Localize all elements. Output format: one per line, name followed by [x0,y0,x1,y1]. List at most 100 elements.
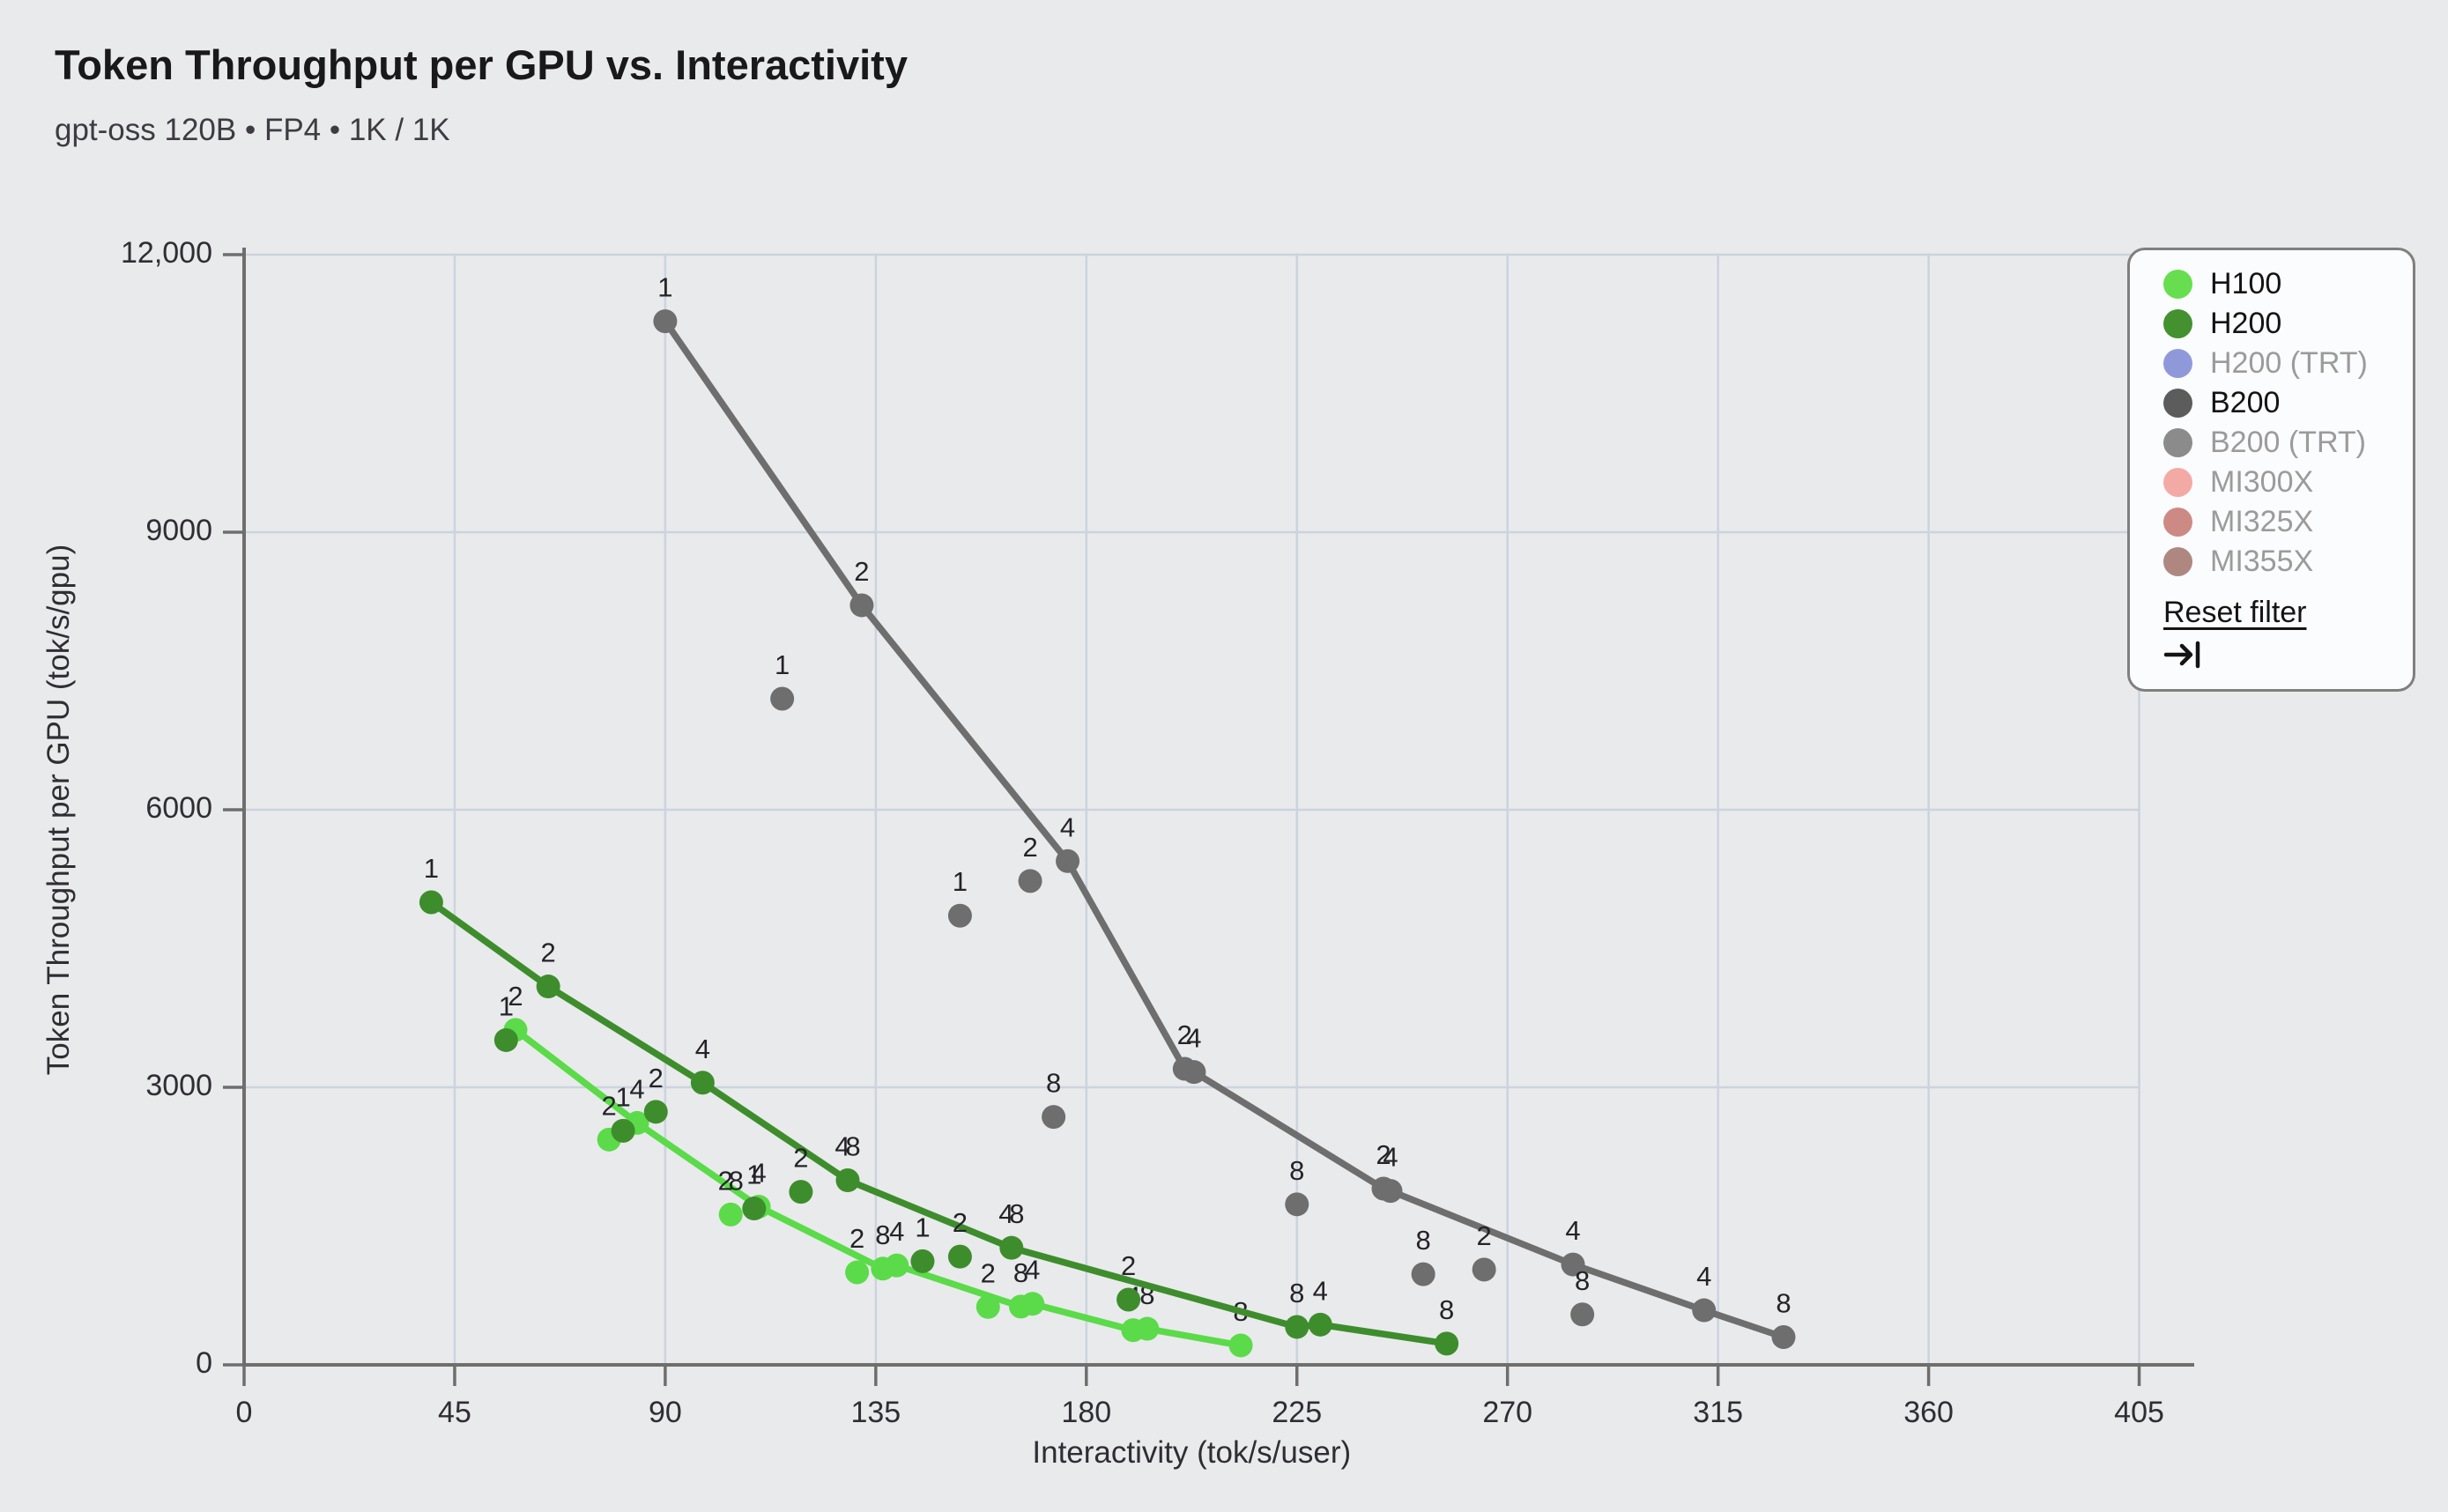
point-gpu-count-label: 2 [508,981,523,1012]
data-point [1020,1292,1045,1316]
data-point [947,1244,972,1269]
legend-item-label: MI325X [2210,505,2314,538]
legend-color-dot-icon [2163,508,2192,537]
legend-item-label: H200 (TRT) [2210,346,2368,380]
legend-item-h200-trt[interactable]: H200 (TRT) [2163,344,2413,383]
data-point [611,1118,635,1143]
point-gpu-count-label: 8 [1046,1068,1061,1099]
point-gpu-count-label: 8 [1289,1155,1304,1186]
point-gpu-count-label: 8 [1009,1198,1024,1229]
x-tick-label: 90 [649,1396,682,1429]
point-gpu-count-label: 1 [915,1212,930,1242]
point-gpu-count-label: 2 [953,1207,968,1238]
point-gpu-count-label: 4 [1565,1215,1580,1246]
point-gpu-count-label: 4 [695,1034,710,1064]
legend-color-dot-icon [2163,468,2192,497]
point-gpu-count-label: 2 [649,1063,664,1093]
point-gpu-count-label: 4 [1025,1255,1040,1286]
point-gpu-count-label: 2 [718,1165,733,1196]
y-tick-label: 12,000 [121,236,212,270]
data-point [1182,1060,1206,1085]
point-gpu-count-label: 8 [1415,1225,1430,1256]
legend-color-dot-icon [2163,270,2192,299]
legend-item-b200-trt[interactable]: B200 (TRT) [2163,423,2413,463]
data-point [1018,869,1042,893]
point-gpu-count-label: 4 [1696,1261,1711,1292]
collapse-legend-icon[interactable] [2163,639,2204,671]
data-point [1771,1325,1796,1349]
point-gpu-count-label: 2 [1477,1220,1492,1251]
point-gpu-count-label: 1 [499,990,514,1021]
point-gpu-count-label: 4 [1060,812,1075,842]
data-point [1561,1252,1585,1277]
data-point [975,1294,1000,1319]
point-gpu-count-label: 4 [889,1216,904,1247]
point-gpu-count-label: 8 [875,1219,890,1250]
y-tick-label: 3000 [145,1069,212,1102]
pareto-line [662,317,1787,1341]
data-point [1411,1262,1435,1286]
legend-item-mi300x[interactable]: MI300X [2163,463,2413,502]
data-point [493,1027,518,1052]
gridlines [244,253,2140,1365]
point-gpu-count-label: 1 [746,1160,761,1190]
point-gpu-count-label: 2 [602,1090,617,1121]
data-point [1472,1257,1496,1282]
legend-color-dot-icon [2163,389,2192,418]
y-tick-label: 9000 [145,514,212,547]
point-gpu-count-label: 2 [981,1257,996,1288]
y-axis-label: Token Throughput per GPU (tok/s/gpu) [41,545,76,1075]
legend-item-b200[interactable]: B200 [2163,383,2413,423]
reset-filter-link[interactable]: Reset filter [2163,596,2307,629]
data-point [643,1100,668,1124]
x-tick-label: 405 [2114,1396,2164,1429]
x-tick-label: 225 [1272,1396,1322,1429]
point-gpu-count-label: 1 [615,1081,630,1112]
legend-color-dot-icon [2163,349,2192,378]
axes [242,248,2194,1367]
data-point [1285,1315,1309,1339]
legend-item-h100[interactable]: H100 [2163,264,2413,304]
legend-color-dot-icon [2163,309,2192,338]
legend-panel: H100 H200 H200 (TRT) B200 B200 (TRT) MI300X MI… [2127,248,2415,692]
point-gpu-count-label: 8 [1439,1294,1454,1325]
chart-subtitle: gpt-oss 120B • FP4 • 1K / 1K [55,113,450,147]
x-tick-label: 135 [850,1396,901,1429]
x-tick-label: 45 [438,1396,471,1429]
point-gpu-count-label: 2 [849,1223,864,1254]
data-point [770,686,795,711]
data-point [742,1197,767,1221]
point-gpu-count-label: 1 [424,853,439,884]
data-point [1308,1312,1332,1337]
legend-item-h200[interactable]: H200 [2163,304,2413,344]
legend-item-label: B200 (TRT) [2210,426,2366,459]
legend-color-dot-icon [2163,547,2192,576]
data-point [789,1180,813,1204]
x-tick-label: 315 [1693,1396,1743,1429]
point-gpu-count-label: 2 [793,1143,808,1174]
tick-marks: 0 45 90 135 180 225 270 315 360 405 0 3000 6000 9000 1… [121,236,2164,1429]
legend-item-mi325x[interactable]: MI325X [2163,502,2413,542]
data-point [690,1071,715,1095]
data-point [1285,1192,1309,1217]
point-gpu-count-label: 8 [729,1165,744,1196]
legend-item-mi355x[interactable]: MI355X [2163,542,2413,582]
point-gpu-count-label: 4 [998,1198,1013,1229]
data-point [1042,1105,1066,1130]
data-point [845,1260,870,1285]
point-gpu-count-label: 2 [854,556,869,587]
data-point [1135,1316,1160,1341]
point-gpu-count-label: 4 [1313,1275,1328,1306]
y-tick-label: 6000 [145,791,212,825]
legend-items: H100 H200 H200 (TRT) B200 B200 (TRT) MI300X MI… [2163,264,2413,582]
point-gpu-count-label: 1 [775,649,790,680]
point-gpu-count-label: 2 [541,938,556,968]
point-gpu-count-label: 4 [751,1157,766,1188]
x-tick-label: 0 [236,1396,253,1429]
